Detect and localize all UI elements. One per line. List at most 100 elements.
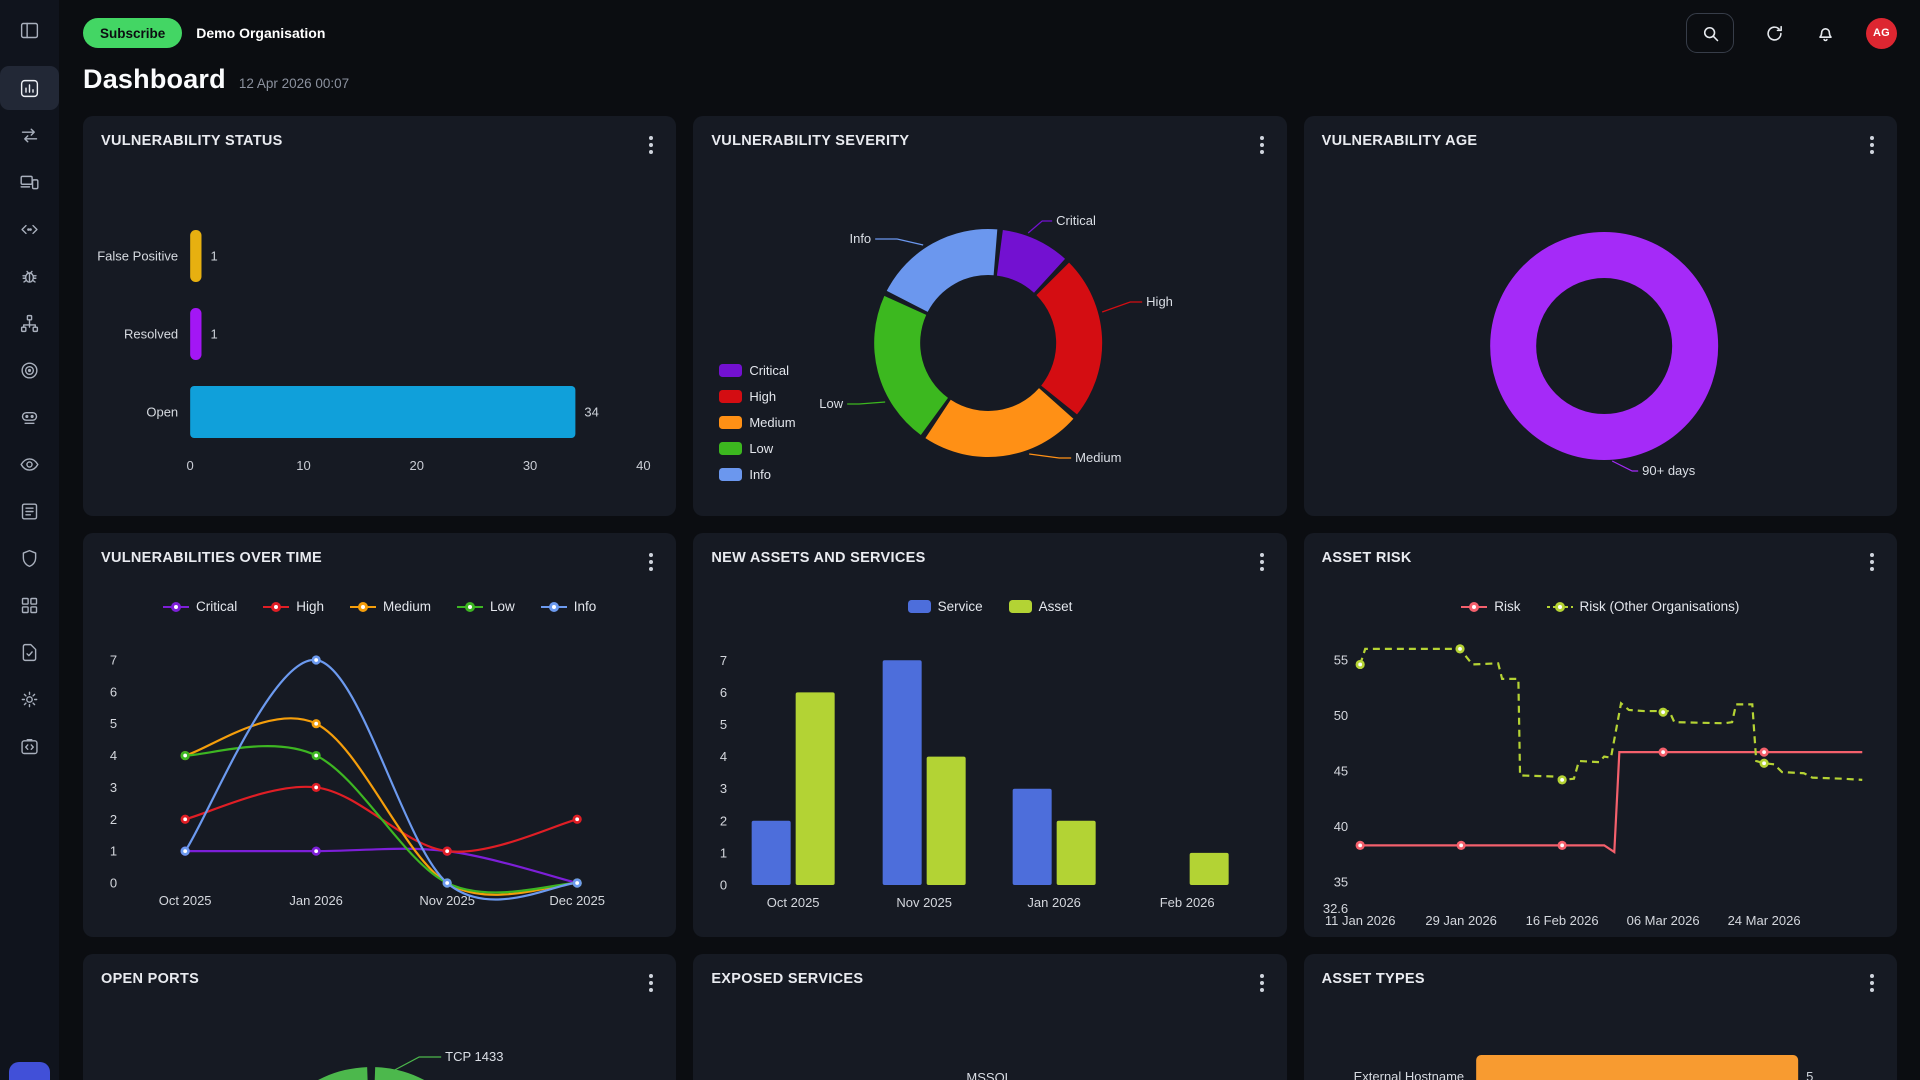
svg-text:4: 4 bbox=[110, 748, 117, 763]
refresh-button[interactable] bbox=[1764, 23, 1785, 44]
svg-text:1: 1 bbox=[210, 327, 217, 342]
sidebar-bottom-badge[interactable] bbox=[9, 1062, 50, 1080]
open-ports-chart: TCP 1433 bbox=[83, 954, 676, 1080]
svg-text:16 Feb 2026: 16 Feb 2026 bbox=[1525, 913, 1598, 928]
kebab-menu-icon[interactable] bbox=[1859, 969, 1885, 997]
svg-text:10: 10 bbox=[296, 458, 310, 473]
svg-text:7: 7 bbox=[110, 652, 117, 667]
reports-news-icon[interactable] bbox=[0, 489, 59, 533]
svg-text:Nov 2025: Nov 2025 bbox=[897, 895, 953, 910]
svg-text:External Hostname: External Hostname bbox=[1353, 1069, 1464, 1080]
compliance-file-check-icon[interactable] bbox=[0, 630, 59, 674]
legend-label: Risk bbox=[1494, 599, 1521, 614]
svg-text:1: 1 bbox=[210, 249, 217, 264]
legend-label: Service bbox=[937, 599, 983, 614]
card-new-assets-and-services: NEW ASSETS AND SERVICES 0 1 2 3 4 5 6 7 Oct 2025… bbox=[693, 533, 1287, 937]
legend-item[interactable]: Risk bbox=[1461, 599, 1521, 614]
search-icon bbox=[1703, 26, 1718, 41]
legend-item[interactable]: High bbox=[263, 599, 324, 614]
svg-text:55: 55 bbox=[1333, 653, 1347, 668]
kebab-menu-icon[interactable] bbox=[1249, 131, 1275, 159]
notifications-button[interactable] bbox=[1815, 23, 1836, 44]
legend-item[interactable]: High bbox=[719, 389, 795, 404]
legend-swatch bbox=[719, 416, 743, 429]
settings-gear-icon[interactable] bbox=[0, 677, 59, 721]
kebab-menu-icon[interactable] bbox=[1249, 969, 1275, 997]
page-header: Dashboard 12 Apr 2026 00:07 bbox=[83, 64, 1897, 98]
kebab-menu-icon[interactable] bbox=[638, 548, 664, 576]
devices-icon[interactable] bbox=[0, 160, 59, 204]
svg-text:45: 45 bbox=[1333, 764, 1347, 779]
attack-surface-icon[interactable] bbox=[0, 113, 59, 157]
page-title: Dashboard bbox=[83, 64, 226, 94]
chart-legend: Service Asset bbox=[693, 599, 1286, 614]
svg-text:6: 6 bbox=[720, 685, 727, 700]
chart-canvas: 0 1 2 3 4 5 6 7 Oct 2025 Jan 2026 Nov 2025 Dec 2025 bbox=[110, 652, 605, 908]
legend-swatch bbox=[719, 390, 743, 403]
pie-legend: Critical High Medium Low Info bbox=[719, 363, 796, 482]
api-client-icon[interactable] bbox=[0, 724, 59, 768]
legend-item[interactable]: Medium bbox=[350, 599, 431, 614]
svg-text:Critical: Critical bbox=[1056, 213, 1096, 228]
sidebar-toggle-icon[interactable] bbox=[0, 10, 59, 50]
svg-text:5: 5 bbox=[720, 717, 727, 732]
discovery-target-icon[interactable] bbox=[0, 348, 59, 392]
sidebar-nav bbox=[0, 66, 59, 768]
legend-item[interactable]: Info bbox=[719, 467, 795, 482]
defender-shield-icon[interactable] bbox=[0, 536, 59, 580]
legend-item[interactable]: Critical bbox=[162, 599, 237, 614]
legend-item[interactable]: Low bbox=[719, 441, 795, 456]
card-title: VULNERABILITIES OVER TIME bbox=[101, 550, 322, 566]
kebab-menu-icon[interactable] bbox=[1249, 548, 1275, 576]
kebab-menu-icon[interactable] bbox=[638, 969, 664, 997]
sitemap-icon[interactable] bbox=[0, 301, 59, 345]
agents-robot-icon[interactable] bbox=[0, 395, 59, 439]
svg-text:0: 0 bbox=[110, 876, 117, 891]
card-exposed-services: EXPOSED SERVICES MSSQL bbox=[693, 954, 1287, 1080]
chart-legend: Risk Risk (Other Organisations) bbox=[1304, 599, 1897, 614]
svg-text:50: 50 bbox=[1333, 708, 1347, 723]
kebab-menu-icon[interactable] bbox=[1859, 131, 1885, 159]
legend-item[interactable]: Medium bbox=[719, 415, 796, 430]
svg-text:0: 0 bbox=[187, 458, 194, 473]
card-title: ASSET RISK bbox=[1321, 550, 1412, 566]
legend-item[interactable]: Asset bbox=[1008, 599, 1072, 614]
svg-text:2: 2 bbox=[720, 813, 727, 828]
svg-text:06 Mar 2026: 06 Mar 2026 bbox=[1626, 913, 1699, 928]
legend-label: Low bbox=[490, 599, 515, 614]
legend-item[interactable]: Service bbox=[907, 599, 983, 614]
legend-label: Medium bbox=[383, 599, 432, 614]
asset-risk-chart: 55 50 45 40 35 32.6 11 Jan 2026 29 Jan 2026 16 F… bbox=[1304, 533, 1897, 937]
chart-canvas: 55 50 45 40 35 32.611 Jan 2026 29 Jan 2026 16 F… bbox=[1323, 644, 1862, 928]
integrations-grid-icon[interactable] bbox=[0, 583, 59, 627]
svg-text:20: 20 bbox=[410, 458, 424, 473]
kebab-menu-icon[interactable] bbox=[638, 131, 664, 159]
svg-text:34: 34 bbox=[584, 405, 598, 420]
legend-swatch bbox=[719, 468, 743, 481]
subscribe-button[interactable]: Subscribe bbox=[83, 18, 183, 48]
legend-item[interactable]: Risk (Other Organisations) bbox=[1546, 599, 1739, 614]
watchlist-eye-icon[interactable] bbox=[0, 442, 59, 486]
bug-icon[interactable] bbox=[0, 254, 59, 298]
legend-item[interactable]: Info bbox=[540, 599, 596, 614]
vulnerability-severity-chart: Critical High Medium Low Info bbox=[693, 116, 1286, 516]
legend-swatch bbox=[719, 442, 743, 455]
kebab-menu-icon[interactable] bbox=[1859, 548, 1885, 576]
dashboard-icon[interactable] bbox=[0, 66, 59, 110]
new-assets-and-services-chart: 0 1 2 3 4 5 6 7 Oct 2025 Nov 2025 Jan 2026 Feb 2026 bbox=[693, 533, 1286, 937]
svg-text:11 Jan 2026: 11 Jan 2026 bbox=[1325, 913, 1396, 928]
svg-text:Resolved: Resolved bbox=[124, 327, 178, 342]
organisation-name[interactable]: Demo Organisation bbox=[196, 25, 326, 41]
bell-icon bbox=[1819, 27, 1832, 41]
code-icon[interactable] bbox=[0, 207, 59, 251]
card-vulnerability-age: VULNERABILITY AGE 90+ days bbox=[1303, 116, 1897, 516]
search-button[interactable] bbox=[1686, 13, 1734, 53]
vulnerabilities-over-time-chart: 0 1 2 3 4 5 6 7 Oct 2025 Jan 2026 Nov 2025 Dec 2025 bbox=[83, 533, 676, 937]
topbar: Subscribe Demo Organisation AG bbox=[83, 12, 1897, 54]
legend-item[interactable]: Critical bbox=[719, 363, 795, 378]
avatar[interactable]: AG bbox=[1866, 17, 1897, 49]
legend-item[interactable]: Low bbox=[457, 599, 515, 614]
svg-text:1: 1 bbox=[720, 845, 727, 860]
svg-text:90+ days: 90+ days bbox=[1642, 463, 1696, 478]
svg-text:0: 0 bbox=[720, 878, 727, 893]
